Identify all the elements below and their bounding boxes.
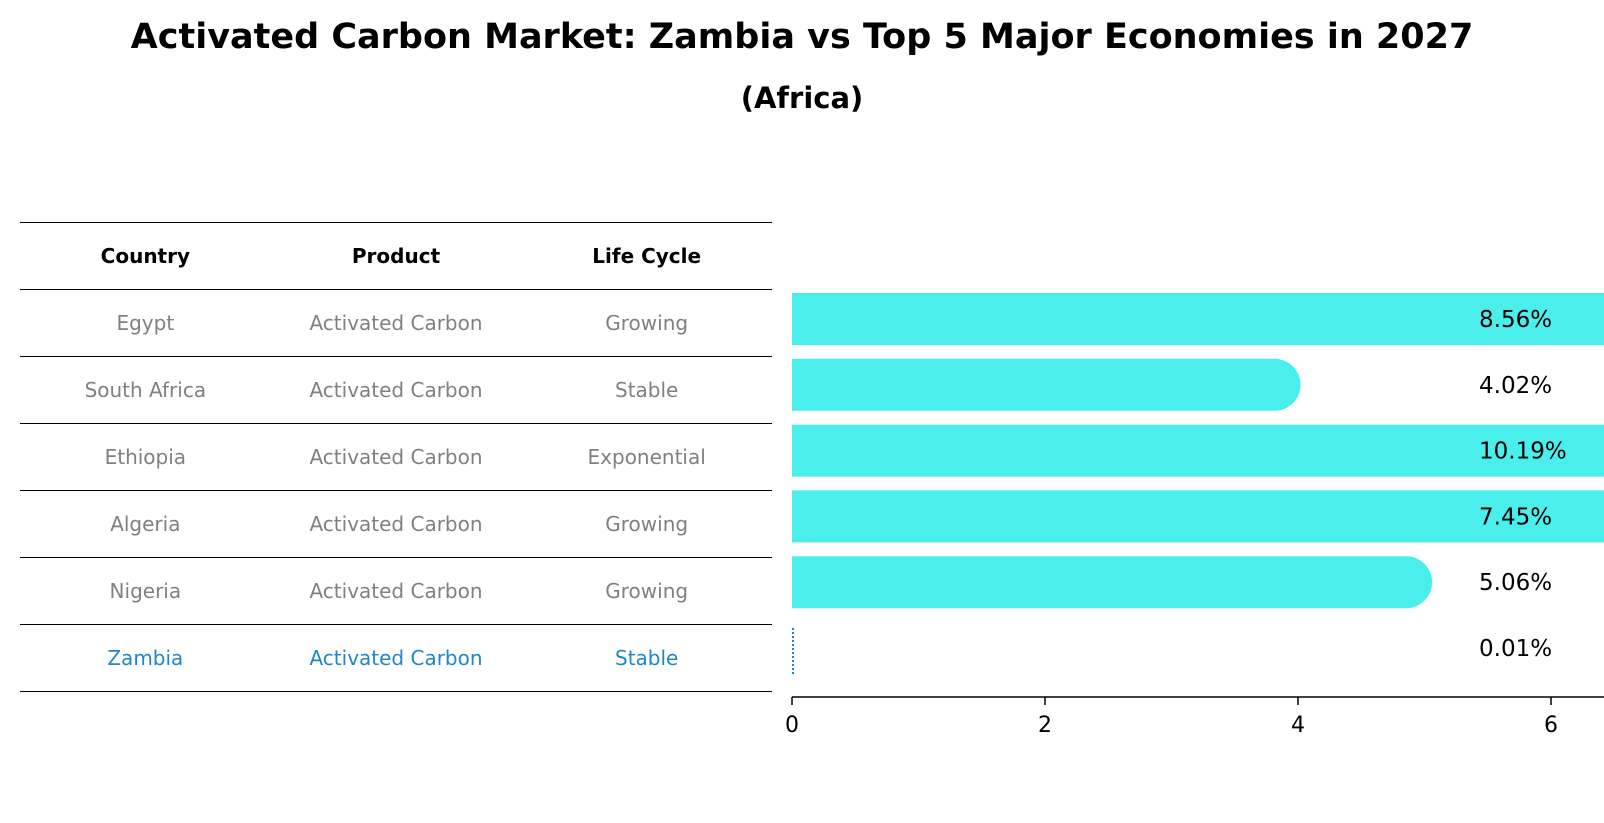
comparison-table: Country Product Life Cycle Egypt Activat…	[20, 222, 772, 692]
cell-country: Nigeria	[109, 579, 182, 603]
cell-product: Activated Carbon	[309, 512, 483, 536]
table-row: Ethiopia Activated Carbon Exponential	[20, 423, 772, 490]
cell-life-cycle: Stable	[615, 378, 679, 402]
table-header-row: Country Product Life Cycle	[20, 222, 772, 289]
cell-country: Ethiopia	[104, 445, 187, 469]
x-tick-label: 2	[1038, 713, 1052, 738]
table-row: South Africa Activated Carbon Stable	[20, 356, 772, 423]
bar	[792, 358, 1301, 411]
bar	[792, 556, 1433, 609]
bar	[792, 293, 1604, 345]
value-label: 7.45%	[1479, 504, 1552, 530]
table-row: Algeria Activated Carbon Growing	[20, 490, 772, 557]
cell-life-cycle: Exponential	[587, 445, 706, 469]
x-tick-label: 4	[1291, 713, 1305, 738]
header-product: Product	[351, 244, 441, 268]
value-label: 10.19%	[1479, 439, 1567, 465]
cell-country: Algeria	[110, 512, 181, 536]
cell-country: South Africa	[84, 378, 207, 402]
table-row: Egypt Activated Carbon Growing	[20, 289, 772, 356]
cell-product: Activated Carbon	[309, 646, 483, 670]
bar	[792, 424, 1604, 477]
cell-product: Activated Carbon	[309, 445, 483, 469]
value-label: 4.02%	[1479, 373, 1552, 399]
header-country: Country	[100, 244, 191, 268]
cell-life-cycle: Stable	[615, 646, 679, 670]
table-row-highlighted: Zambia Activated Carbon Stable	[20, 624, 772, 692]
cell-product: Activated Carbon	[309, 579, 483, 603]
cell-product: Activated Carbon	[309, 311, 483, 335]
chart-subtitle: (Africa)	[740, 81, 864, 115]
cell-life-cycle: Growing	[605, 579, 689, 603]
cell-country: Zambia	[107, 646, 184, 670]
cell-country: Egypt	[116, 311, 175, 335]
value-label: 5.06%	[1479, 570, 1552, 596]
value-label: 8.56%	[1479, 307, 1552, 333]
cell-product: Activated Carbon	[309, 378, 483, 402]
chart-title: Activated Carbon Market: Zambia vs Top 5…	[130, 17, 1474, 57]
table-row: Nigeria Activated Carbon Growing	[20, 557, 772, 624]
header-life-cycle: Life Cycle	[592, 244, 702, 268]
bar	[792, 490, 1604, 543]
cell-life-cycle: Growing	[605, 311, 689, 335]
x-tick-label: 0	[785, 713, 799, 738]
cell-life-cycle: Growing	[605, 512, 689, 536]
value-label: 0.01%	[1479, 636, 1552, 662]
x-tick-label: 6	[1544, 713, 1558, 738]
